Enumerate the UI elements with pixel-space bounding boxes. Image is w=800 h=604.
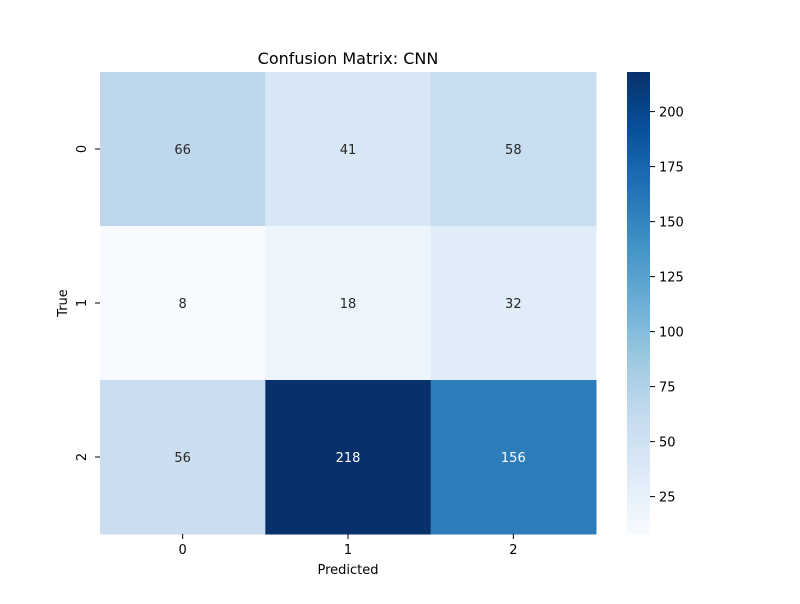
cell-value-2-1: 218: [336, 451, 361, 466]
heatmap-cell-0-1: [265, 72, 432, 227]
heatmap-cell-2-1: [265, 380, 432, 535]
colorbar-tick-label-2: 75: [659, 381, 676, 396]
colorbar-tick-label-1: 50: [659, 436, 676, 451]
heatmap-cell-2-0: [100, 380, 266, 535]
cell-value-0-1: 41: [340, 143, 357, 158]
y-axis: 0 1 2: [75, 145, 100, 461]
colorbar-tick-label-7: 200: [659, 106, 684, 121]
colorbar: 25 50 75 100 125 150 175 200: [627, 72, 684, 534]
chart-title: Confusion Matrix: CNN: [258, 49, 439, 68]
colorbar-gradient: [627, 72, 650, 534]
heatmap-cells: [100, 72, 597, 535]
y-tick-label-0: 0: [75, 145, 90, 153]
colorbar-tick-label-5: 150: [659, 216, 684, 231]
cell-value-1-0: 8: [179, 297, 187, 312]
cell-value-1-1: 18: [340, 297, 357, 312]
colorbar-tick-label-6: 175: [659, 161, 684, 176]
x-tick-label-0: 0: [179, 543, 187, 558]
heatmap-cell-1-2: [430, 226, 597, 381]
colorbar-tick-label-4: 125: [659, 271, 684, 286]
cell-annotations: 66 41 58 8 18 32 56 218 156: [174, 143, 525, 466]
cell-value-0-2: 58: [505, 143, 522, 158]
cell-value-0-0: 66: [174, 143, 191, 158]
heatmap-cell-0-0: [100, 72, 266, 227]
y-tick-label-1: 1: [75, 299, 90, 307]
heatmap-cell-1-1: [265, 226, 432, 381]
heatmap-cell-0-2: [430, 72, 597, 227]
x-tick-label-2: 2: [509, 543, 517, 558]
y-tick-label-2: 2: [75, 453, 90, 461]
heatmap-cell-1-0: [100, 226, 266, 381]
cell-value-2-0: 56: [174, 451, 191, 466]
heatmap-cell-2-2: [430, 380, 597, 535]
x-tick-label-1: 1: [344, 543, 352, 558]
x-axis: 0 1 2: [179, 534, 517, 558]
colorbar-tick-label-3: 100: [659, 326, 684, 341]
colorbar-tick-label-0: 25: [659, 491, 676, 506]
x-axis-label: Predicted: [317, 563, 378, 578]
cell-value-2-2: 156: [501, 451, 526, 466]
y-axis-label: True: [56, 289, 71, 318]
cell-value-1-2: 32: [505, 297, 522, 312]
